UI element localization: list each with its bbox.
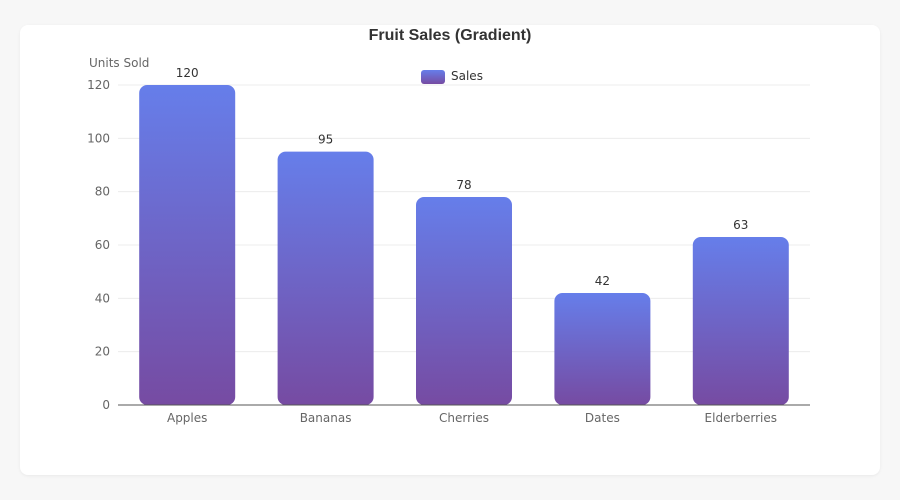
legend[interactable]: Sales [421,69,483,84]
y-axis-ticks: 0 20 40 60 80 100 120 [87,78,110,412]
x-axis-ticks: Apples Bananas Cherries Dates Elderberries [167,411,777,425]
x-tick-label-apples: Apples [167,411,207,425]
y-tick-label: 80 [95,185,110,199]
bar-dates[interactable] [554,293,651,405]
y-tick-label: 40 [95,291,110,305]
y-tick-label: 120 [87,78,110,92]
chart-title: Fruit Sales (Gradient) [368,27,532,44]
bar-bananas[interactable] [277,151,374,405]
y-tick-label: 0 [102,398,110,412]
data-label-cherries: 78 [456,178,471,192]
bar-elderberries[interactable] [692,237,789,405]
y-tick-label: 20 [95,345,110,359]
data-label-apples: 120 [176,66,199,80]
y-tick-label: 60 [95,238,110,252]
x-tick-label-elderberries: Elderberries [705,411,777,425]
data-label-elderberries: 63 [733,218,748,232]
bars [139,85,789,405]
data-label-bananas: 95 [318,133,333,147]
bar-cherries[interactable] [416,197,512,405]
data-labels: 120 95 78 42 63 [176,66,749,288]
bar-apples[interactable] [139,85,236,405]
legend-label-sales: Sales [451,69,483,83]
x-tick-label-bananas: Bananas [300,411,352,425]
x-tick-label-dates: Dates [585,411,620,425]
legend-swatch-sales [421,70,445,84]
data-label-dates: 42 [595,274,610,288]
y-tick-label: 100 [87,131,110,145]
y-axis-label: Units Sold [89,56,149,70]
x-tick-label-cherries: Cherries [439,411,489,425]
